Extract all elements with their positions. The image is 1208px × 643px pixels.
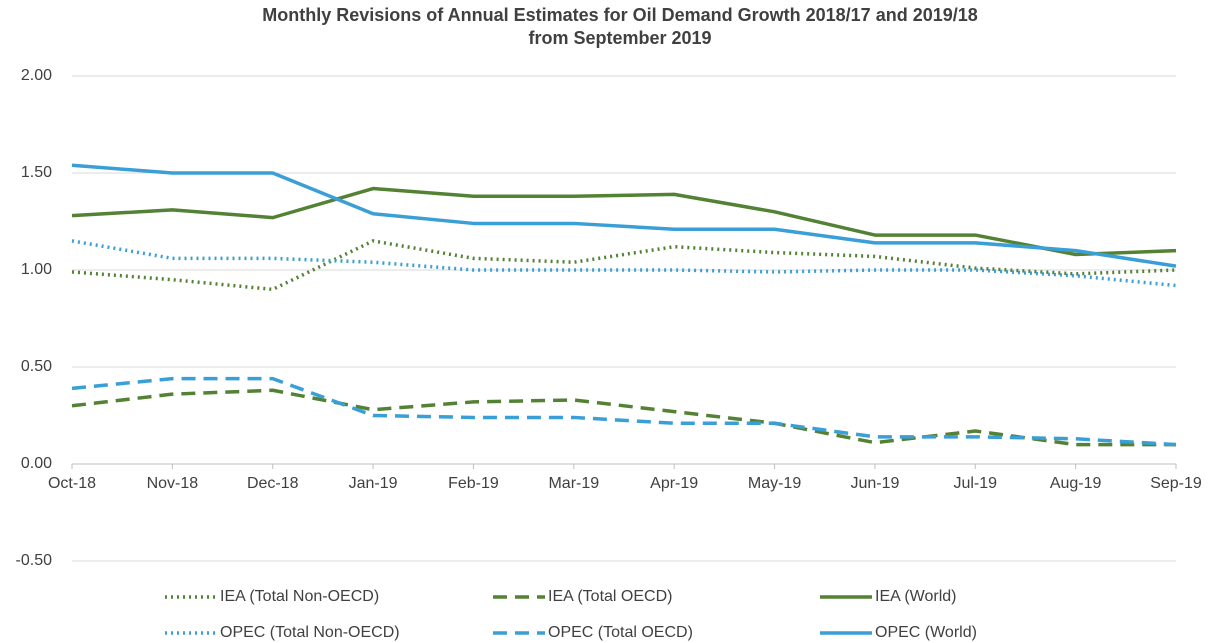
x-tick-label: Nov-18: [147, 475, 199, 492]
series-line: [71, 376, 1177, 447]
y-tick-label: 0.00: [21, 455, 52, 472]
x-tick-label: Feb-19: [448, 475, 499, 492]
y-tick-label: 1.50: [21, 164, 52, 181]
series-line: [71, 163, 1177, 268]
x-tick-label: Oct-18: [48, 475, 96, 492]
y-tick-label: 2.00: [21, 67, 52, 84]
x-tick-label: Jul-19: [953, 475, 997, 492]
legend-label: IEA (Total Non-OECD): [220, 588, 379, 605]
x-tick-label: Aug-19: [1050, 475, 1102, 492]
chart-title: Monthly Revisions of Annual Estimates fo…: [262, 5, 978, 25]
x-tick-label: Sep-19: [1150, 475, 1202, 492]
legend-label: IEA (World): [875, 588, 957, 605]
x-tick-label: Mar-19: [548, 475, 599, 492]
legend-label: IEA (Total OECD): [548, 588, 672, 605]
legend-label: OPEC (Total OECD): [548, 624, 693, 641]
x-tick-label: May-19: [748, 475, 801, 492]
chart-title: from September 2019: [528, 28, 711, 48]
y-tick-label: -0.50: [16, 552, 53, 569]
y-tick-label: 1.00: [21, 261, 52, 278]
legend-label: OPEC (Total Non-OECD): [220, 624, 400, 641]
series-line: [71, 239, 1177, 288]
x-tick-label: Jun-19: [850, 475, 899, 492]
series-line: [71, 388, 1176, 447]
x-tick-label: Dec-18: [247, 475, 299, 492]
legend-label: OPEC (World): [875, 624, 977, 641]
y-tick-label: 0.50: [21, 358, 52, 375]
x-tick-label: Jan-19: [349, 475, 398, 492]
series-line: [71, 186, 1177, 257]
x-tick-label: Apr-19: [650, 475, 698, 492]
